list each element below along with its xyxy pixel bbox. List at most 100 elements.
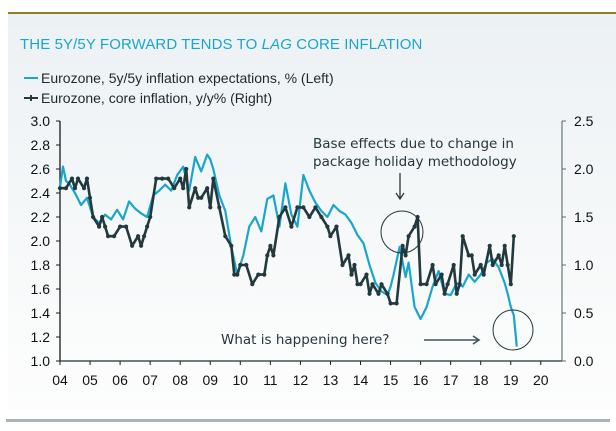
title-emphasis: LAG [261,36,292,53]
core-inflation-point [136,234,141,239]
series-expectations [58,153,518,347]
core-inflation-point [472,272,477,277]
core-inflation-point [466,253,471,258]
core-inflation-point [199,195,204,200]
core-inflation-point [145,224,150,229]
annotations: Base effects due to change in package ho… [221,136,534,351]
core-inflation-point [160,176,165,181]
x-tick-label: 11 [263,372,278,388]
x-tick-label: 15 [383,372,399,388]
line-dot-marker-icon [24,94,38,102]
highlight-circle-2019 [492,309,534,351]
x-tick-label: 17 [443,372,459,388]
core-inflation-point [394,301,399,306]
left-tick-label: 1.2 [31,329,51,345]
core-inflation-point [319,214,324,220]
core-inflation-point [238,262,243,268]
annotation-base-effects-line1: Base effects due to change in [313,136,514,152]
line-marker-icon [24,74,38,82]
core-inflation-point [451,262,456,268]
left-tick-label: 1.4 [31,305,51,321]
left-tick-label: 2.8 [31,137,51,153]
title-main: THE 5Y/5Y FORWARD TENDS TO [20,36,258,53]
core-inflation-point [307,214,312,220]
x-tick-label: 10 [233,372,249,388]
core-inflation-point [262,272,267,277]
x-tick-label: 08 [172,372,188,388]
right-tick-label: 1.0 [574,257,594,273]
chart-title: THE 5Y/5Y FORWARD TENDS TO LAG CORE INFL… [20,36,422,53]
core-inflation-point [487,243,492,248]
core-inflation-point [415,214,420,220]
core-inflation-point [268,243,273,248]
core-inflation-point [130,243,135,248]
core-inflation-point [148,214,153,220]
core-inflation-point [490,262,495,268]
core-inflation-point [295,205,300,210]
core-inflation-point [400,243,405,248]
x-tick-label: 07 [142,372,158,388]
core-inflation-point [196,195,201,200]
core-inflation-point [379,282,384,287]
right-tick-label: 0.0 [574,353,594,369]
core-inflation-point [265,253,270,258]
legend-label: Eurozone, 5y/5y inflation expectations, … [41,70,334,86]
core-inflation-point [69,176,75,181]
core-inflation-point [100,214,105,220]
core-inflation-point [412,224,417,229]
left-tick-label: 1.8 [31,257,51,273]
core-inflation-point [271,253,276,258]
core-inflation-point [364,272,369,277]
core-inflation-point [277,214,282,220]
core-inflation-point [433,282,438,287]
right-tick-label: 2.5 [574,113,594,129]
left-tick-label: 1.6 [31,281,51,297]
core-inflation-point [313,205,318,210]
core-inflation-point [430,262,435,268]
core-inflation-point [355,282,360,287]
core-inflation-point [460,234,465,239]
core-inflation-point [367,291,372,296]
core-inflation-point [166,176,171,181]
core-inflation-point [223,234,228,239]
core-inflation-point [211,176,216,181]
core-inflation-point [481,272,486,277]
core-inflation-point [118,224,123,229]
core-inflation-point [57,186,63,191]
core-inflation-point [454,291,459,296]
core-inflation-point [328,234,333,239]
core-inflation-point [478,262,483,268]
left-tick-label: 2.6 [31,161,51,177]
title-suffix: CORE INFLATION [296,36,423,53]
core-inflation-point [445,282,450,287]
legend-item-expectations: Eurozone, 5y/5y inflation expectations, … [24,68,334,88]
core-inflation-point [376,291,381,296]
core-inflation-point [370,282,375,287]
core-inflation-point [112,234,117,239]
left-tick-label: 2.4 [31,185,51,201]
x-tick-label: 09 [202,372,218,388]
core-inflation-point [217,205,222,210]
right-tick-label: 2.0 [574,161,594,177]
right-tick-label: 1.5 [574,209,594,225]
core-inflation-point [352,262,357,268]
series-core [57,166,516,306]
core-inflation-point [154,176,159,181]
top-rule [8,12,616,14]
core-inflation-point [424,282,429,287]
core-inflation-point [289,224,294,229]
left-tick-label: 3.0 [31,113,51,129]
core-inflation-point [442,291,447,296]
core-inflation-point [178,176,183,181]
core-inflation-point [139,243,144,248]
left-tick-label: 2.2 [31,209,51,225]
annotation-base-effects-line2: package holiday methodology [313,154,517,170]
core-inflation-point [388,301,393,306]
left-tick-label: 2.0 [31,233,51,249]
core-inflation-point [358,282,363,287]
core-inflation-point [406,234,411,239]
x-tick-label: 13 [323,372,339,388]
core-inflation-point [499,262,504,268]
core-inflation-point [187,205,192,210]
